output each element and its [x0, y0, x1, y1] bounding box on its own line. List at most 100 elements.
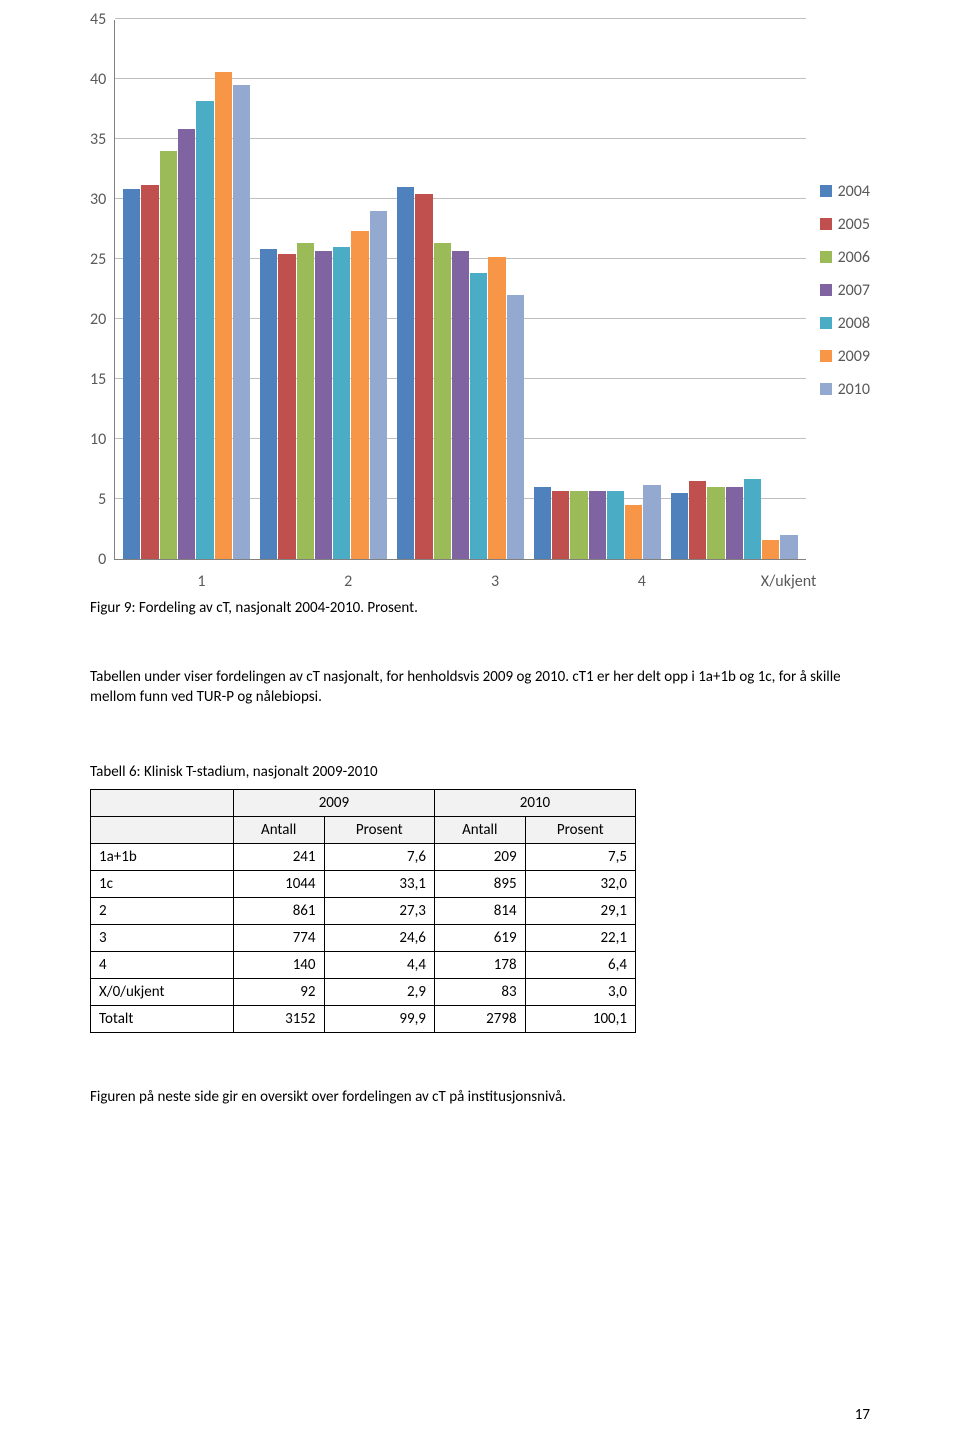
table-cell: 32,0	[525, 870, 635, 897]
chart-bar	[607, 491, 624, 559]
table-row-label: 3	[91, 924, 234, 951]
chart-bar	[434, 243, 451, 559]
data-table: 2009 2010 Antall Prosent Antall Prosent …	[90, 789, 636, 1033]
chart-y-axis: 454035302520151050	[90, 20, 114, 560]
chart-x-label: 3	[422, 572, 569, 591]
table-cell: 24,6	[324, 924, 434, 951]
table-subheader: Antall	[434, 816, 525, 843]
chart-bar	[351, 231, 368, 559]
table-cell: 178	[434, 951, 525, 978]
chart-bar	[534, 487, 551, 559]
table-cell: 6,4	[525, 951, 635, 978]
table-row-label: 4	[91, 951, 234, 978]
chart-bar	[215, 72, 232, 559]
table-row-label: Totalt	[91, 1005, 234, 1032]
legend-swatch	[820, 284, 832, 296]
table-cell: 29,1	[525, 897, 635, 924]
table-subheader: Antall	[233, 816, 324, 843]
chart-bar	[780, 535, 797, 559]
table-row-label: 2	[91, 897, 234, 924]
chart-bar	[160, 151, 177, 559]
chart-group	[397, 187, 524, 559]
chart-group	[534, 485, 661, 559]
table-row-label: X/0/ukjent	[91, 978, 234, 1005]
chart-bar	[643, 485, 660, 559]
legend-label: 2009	[838, 347, 870, 366]
table-row: 1c104433,189532,0	[91, 870, 636, 897]
legend-entry: 2006	[820, 248, 870, 267]
chart-caption: Figur 9: Fordeling av cT, nasjonalt 2004…	[90, 599, 870, 617]
legend-swatch	[820, 185, 832, 197]
chart-bar	[507, 295, 524, 559]
legend-swatch	[820, 218, 832, 230]
chart-bar	[415, 194, 432, 559]
chart-bar	[488, 257, 505, 559]
chart-bar	[370, 211, 387, 559]
table-cell: 33,1	[324, 870, 434, 897]
legend-swatch	[820, 350, 832, 362]
legend-entry: 2004	[820, 182, 870, 201]
legend-swatch	[820, 251, 832, 263]
chart-x-axis: 1234X/ukjent	[120, 566, 870, 591]
table-cell: 92	[233, 978, 324, 1005]
chart-bar	[762, 540, 779, 559]
table-row-label: 1c	[91, 870, 234, 897]
chart-bar	[178, 129, 195, 559]
table-year-2010: 2010	[434, 789, 635, 816]
legend-swatch	[820, 383, 832, 395]
page-number: 17	[855, 1406, 870, 1424]
chart-bar	[726, 487, 743, 559]
table-subheader: Prosent	[525, 816, 635, 843]
table-row: X/0/ukjent922,9833,0	[91, 978, 636, 1005]
chart-bar	[123, 189, 140, 559]
chart-plot-area	[114, 20, 805, 560]
legend-entry: 2010	[820, 380, 870, 399]
chart-bar	[589, 491, 606, 559]
chart-bar	[689, 481, 706, 559]
chart-bar	[260, 249, 277, 559]
table-subheader: Prosent	[324, 816, 434, 843]
table-cell: 100,1	[525, 1005, 635, 1032]
chart-bar	[233, 85, 250, 559]
table-row: 286127,381429,1	[91, 897, 636, 924]
paragraph-2: Figuren på neste side gir en oversikt ov…	[90, 1088, 870, 1106]
chart-bar	[452, 251, 469, 559]
chart-x-label: X/ukjent	[715, 572, 862, 591]
legend-entry: 2005	[820, 215, 870, 234]
bar-chart: 454035302520151050 200420052006200720082…	[90, 20, 870, 560]
table-cell: 3,0	[525, 978, 635, 1005]
table-cell: 7,5	[525, 843, 635, 870]
legend-label: 2005	[838, 215, 870, 234]
table-cell: 861	[233, 897, 324, 924]
chart-bar	[315, 251, 332, 559]
table-cell: 2,9	[324, 978, 434, 1005]
chart-bar	[625, 505, 642, 559]
chart-bar	[570, 491, 587, 559]
table-cell: 619	[434, 924, 525, 951]
table-year-2009: 2009	[233, 789, 434, 816]
chart-bar	[397, 187, 414, 559]
chart-bar	[707, 487, 724, 559]
legend-label: 2007	[838, 281, 870, 300]
table-row: Totalt315299,92798100,1	[91, 1005, 636, 1032]
chart-group	[260, 211, 387, 559]
table-cell: 7,6	[324, 843, 434, 870]
table-cell: 895	[434, 870, 525, 897]
table-cell: 3152	[233, 1005, 324, 1032]
table-cell: 774	[233, 924, 324, 951]
chart-bar	[278, 254, 295, 559]
table-cell: 241	[233, 843, 324, 870]
legend-label: 2010	[838, 380, 870, 399]
table-subheaders: Antall Prosent Antall Prosent	[91, 816, 636, 843]
table-cell: 1044	[233, 870, 324, 897]
chart-x-label: 4	[568, 572, 715, 591]
legend-label: 2004	[838, 182, 870, 201]
table-cell: 83	[434, 978, 525, 1005]
chart-bar	[333, 247, 350, 559]
legend-swatch	[820, 317, 832, 329]
table-row-label: 1a+1b	[91, 843, 234, 870]
table-cell: 140	[233, 951, 324, 978]
table-cell: 22,1	[525, 924, 635, 951]
table-row: 377424,661922,1	[91, 924, 636, 951]
table-cell: 4,4	[324, 951, 434, 978]
